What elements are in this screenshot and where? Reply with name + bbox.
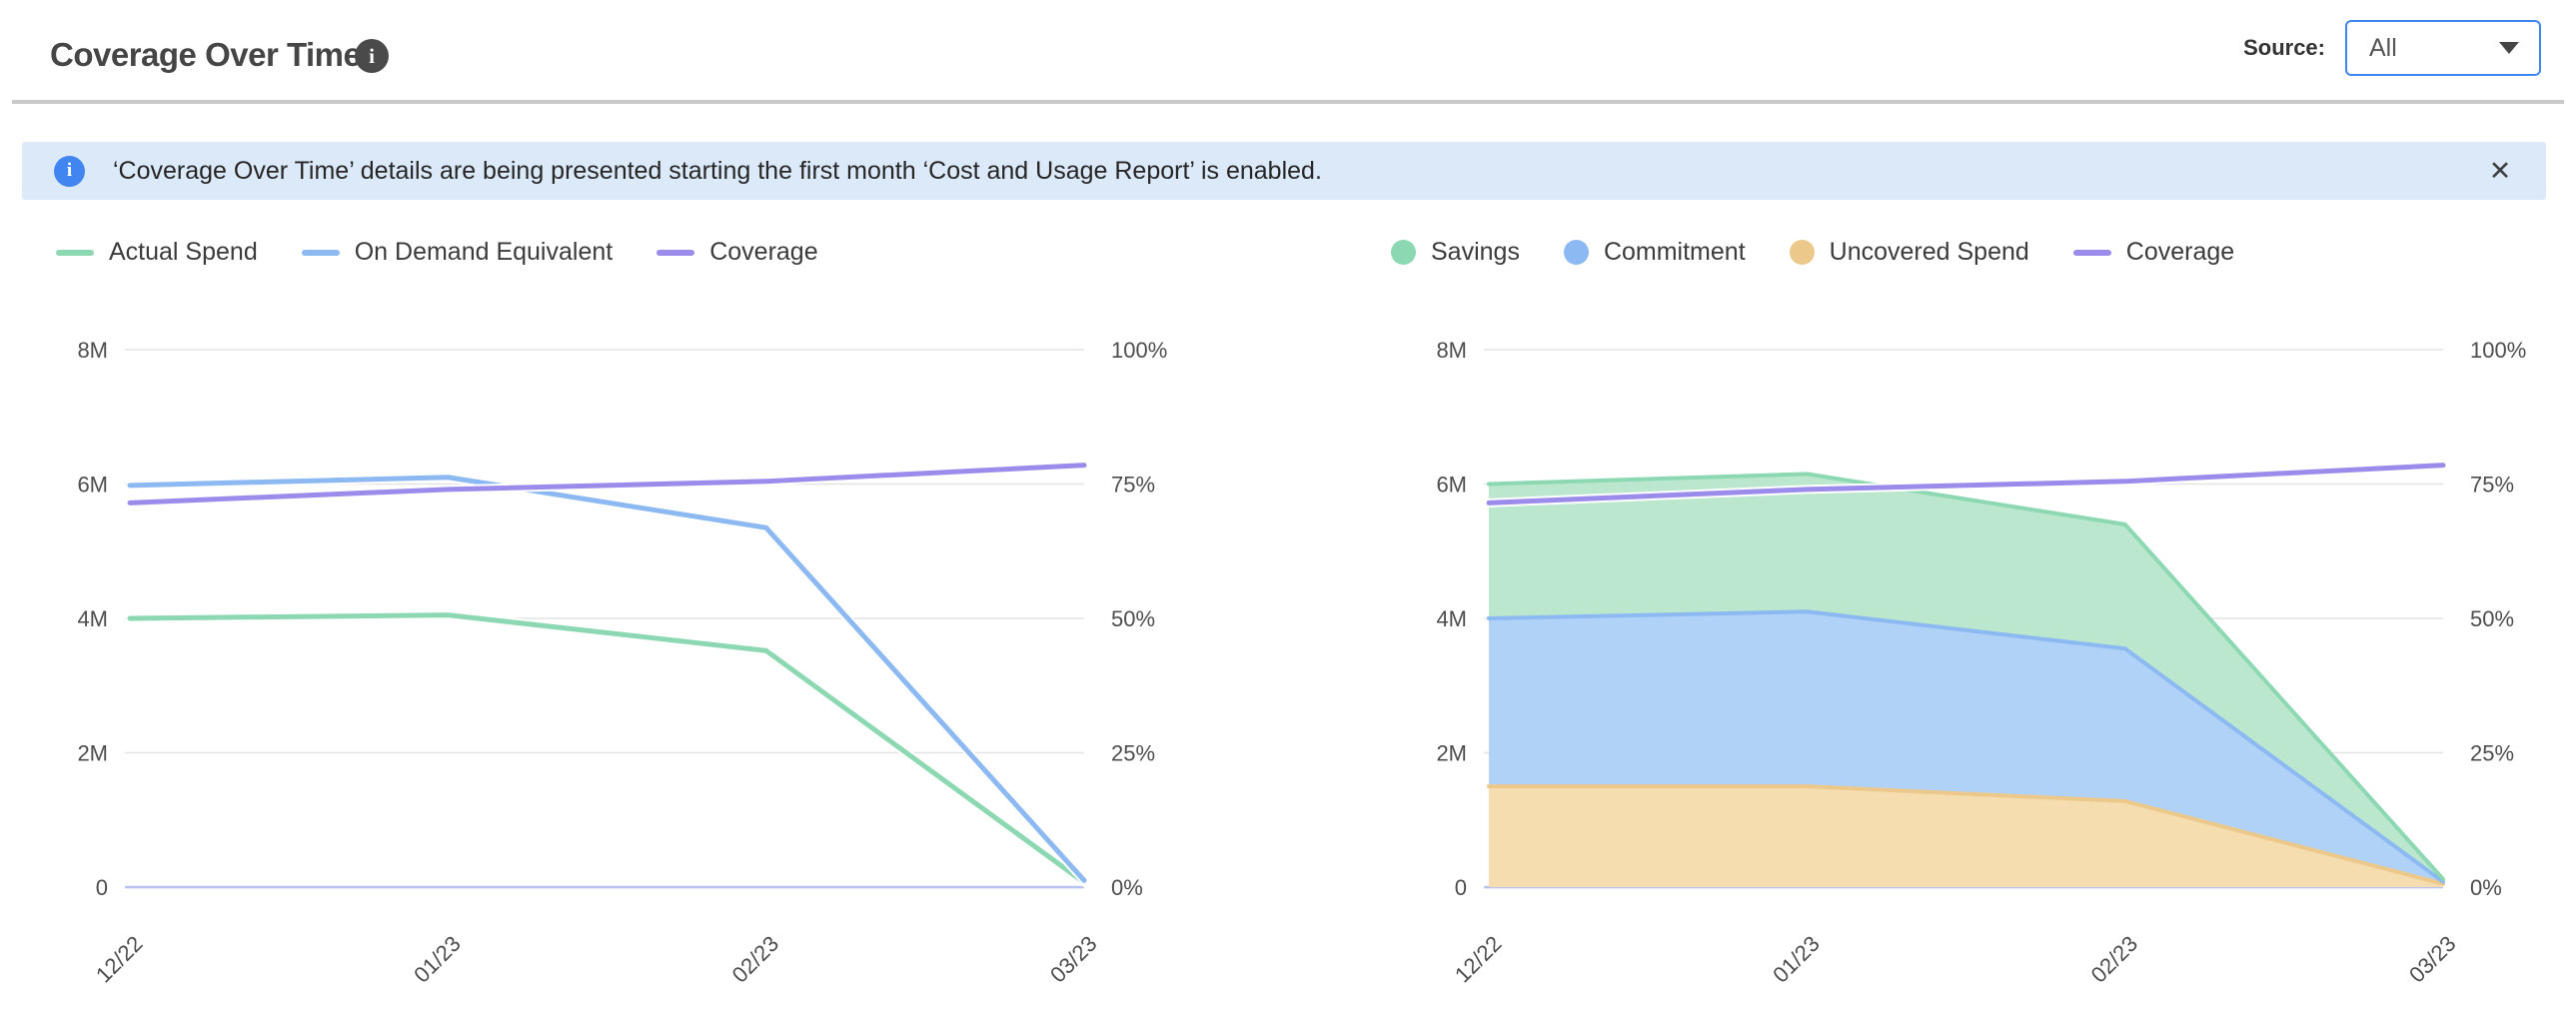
commitment-swatch-icon (1563, 240, 1589, 265)
right-axis-tick-label: 0% (1111, 875, 1143, 900)
x-axis-tick-label: 02/23 (727, 931, 784, 988)
header: Coverage Over Time i Source: All (0, 0, 2576, 100)
right-axis-tick-label: 50% (1111, 606, 1155, 631)
coverage-stack-chart-svg: 8M 100% 6M 75% 4M 50% 2M 25% 0 0% 12/22 01/23 02/23 0… (1436, 338, 2526, 988)
legend-label: On Demand Equivalent (354, 238, 614, 266)
right-axis-tick-label: 25% (1111, 741, 1155, 766)
source-label: Source: (2243, 35, 2325, 60)
series-edge-commitment (1487, 609, 2445, 884)
legend-item-coverage[interactable]: Coverage (2072, 238, 2235, 267)
series-line-on-demand-equivalent (127, 475, 1087, 883)
info-icon: i (54, 155, 85, 187)
spend-lines-chart-svg: 8M 100% 6M 75% 4M 50% 2M 25% 0 0% 12/22 01/23 02/23 0… (77, 338, 1167, 988)
series-line-coverage (1486, 463, 2446, 506)
x-axis-tick-label: 03/23 (2404, 931, 2461, 988)
header-divider (12, 100, 2564, 104)
legend-label: Savings (1431, 238, 1520, 266)
right-axis-tick-label: 0% (2470, 875, 2502, 900)
source-dropdown[interactable]: All (2345, 20, 2541, 76)
page-title: Coverage Over Time (50, 36, 362, 73)
x-axis-tick-label: 03/23 (1045, 931, 1102, 988)
x-axis-tick-label: 12/22 (1450, 931, 1507, 988)
series-line-actual-spend (127, 612, 1087, 885)
right-axis-tick-label: 75% (2470, 473, 2514, 498)
left-axis-tick-label: 8M (1436, 338, 1467, 363)
legend-item-uncovered-spend[interactable]: Uncovered Spend (1789, 238, 2029, 267)
source-dropdown-value: All (2369, 33, 2397, 62)
left-axis-tick-label: 4M (1436, 606, 1467, 631)
coverage-swatch-icon (2072, 249, 2111, 256)
left-chart-legend: Actual Spend On Demand Equivalent Coverage (56, 238, 818, 267)
coverage-stack-chart: 8M 100% 6M 75% 4M 50% 2M 25% 0 0% 12/22 01/23 02/23 0… (1359, 300, 2576, 1015)
legend-label: Uncovered Spend (1829, 238, 2029, 266)
right-axis-tick-label: 100% (1111, 338, 1167, 363)
savings-swatch-icon (1391, 240, 1416, 265)
series-halo-on-demand-equivalent (125, 473, 1089, 885)
legend-label: Coverage (709, 238, 818, 266)
info-banner: i ‘Coverage Over Time’ details are being… (22, 142, 2546, 200)
series-area-savings (1489, 474, 2443, 882)
legend-item-on-demand-equivalent[interactable]: On Demand Equivalent (301, 238, 614, 267)
series-area-uncovered-spend (1489, 786, 2443, 887)
right-axis-tick-label: 25% (2470, 741, 2514, 766)
legend-item-commitment[interactable]: Commitment (1563, 238, 1746, 267)
right-axis-tick-label: 50% (2470, 606, 2514, 631)
right-chart-legend: Savings Commitment Uncovered Spend Coverage (1391, 238, 2234, 267)
right-axis-tick-label: 100% (2470, 338, 2526, 363)
left-axis-tick-label: 6M (77, 473, 108, 498)
legend-item-savings[interactable]: Savings (1391, 238, 1520, 267)
uncovered-spend-swatch-icon (1789, 240, 1815, 265)
left-axis-tick-label: 2M (77, 741, 108, 766)
right-axis-tick-label: 75% (1111, 473, 1155, 498)
actual-spend-swatch-icon (56, 249, 94, 256)
x-axis-tick-label: 01/23 (1768, 931, 1825, 988)
chevron-down-icon (2499, 42, 2519, 54)
spend-lines-chart: 8M 100% 6M 75% 4M 50% 2M 25% 0 0% 12/22 01/23 02/23 0… (0, 300, 1239, 1015)
info-icon[interactable]: i (355, 39, 389, 73)
x-axis-tick-label: 01/23 (409, 931, 466, 988)
source-filter: Source: All (2243, 20, 2541, 76)
series-halo-actual-spend (125, 610, 1089, 887)
series-edge-savings (1487, 472, 2445, 881)
left-axis-tick-label: 2M (1436, 741, 1467, 766)
x-axis-tick-label: 02/23 (2086, 931, 2143, 988)
close-icon[interactable]: ✕ (2478, 142, 2522, 200)
coverage-swatch-icon (656, 249, 695, 256)
on-demand-equivalent-swatch-icon (301, 249, 340, 256)
series-edge-uncovered-spend (1487, 784, 2445, 886)
legend-label: Commitment (1603, 238, 1746, 266)
legend-item-actual-spend[interactable]: Actual Spend (56, 238, 258, 267)
x-axis-tick-label: 12/22 (91, 931, 148, 988)
series-line-coverage (127, 463, 1087, 506)
left-axis-tick-label: 4M (77, 606, 108, 631)
legend-label: Actual Spend (109, 238, 258, 266)
left-axis-tick-label: 6M (1436, 473, 1467, 498)
series-area-commitment (1489, 611, 2443, 884)
legend-label: Coverage (2125, 238, 2235, 266)
left-axis-tick-label: 0 (1455, 875, 1467, 900)
left-axis-tick-label: 8M (77, 338, 108, 363)
banner-message: ‘Coverage Over Time’ details are being p… (113, 156, 1322, 185)
legend-item-coverage[interactable]: Coverage (656, 238, 818, 267)
left-axis-tick-label: 0 (96, 875, 108, 900)
